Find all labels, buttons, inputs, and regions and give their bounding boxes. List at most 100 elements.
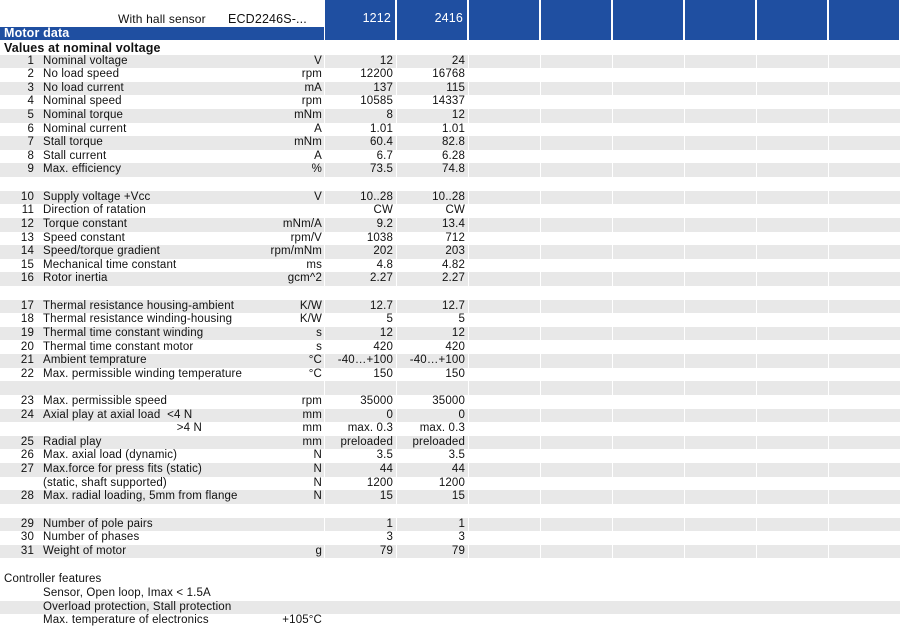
row-value-1212[interactable]: 60.4 <box>370 136 393 149</box>
column-header-empty[interactable] <box>468 0 540 40</box>
row-value-1212[interactable]: 1038 <box>366 231 393 244</box>
row-value-2416[interactable]: CW <box>445 204 465 217</box>
row-value-1212[interactable]: 12 <box>379 54 393 67</box>
row-value-1212[interactable] <box>326 504 393 518</box>
row-unit: rpm <box>301 395 322 407</box>
row-number: 1 <box>27 54 34 67</box>
row-value-2416[interactable]: 712 <box>445 231 465 244</box>
row-value-2416[interactable]: 5 <box>458 313 465 326</box>
row-value-2416[interactable]: preloaded <box>412 435 465 448</box>
row-value-1212[interactable]: 1.01 <box>370 122 393 135</box>
row-value-2416[interactable]: 44 <box>451 463 465 476</box>
row-value-2416[interactable] <box>397 286 465 300</box>
row-value-1212[interactable]: preloaded <box>340 435 393 448</box>
row-value-2416[interactable]: 1200 <box>438 476 465 489</box>
row-value-1212[interactable]: 9.2 <box>376 217 393 230</box>
row-value-1212[interactable]: 1200 <box>366 476 393 489</box>
row-value-1212[interactable]: 12.7 <box>370 299 393 312</box>
row-value-2416[interactable] <box>397 558 465 572</box>
row-value-2416[interactable]: 12 <box>451 108 465 121</box>
column-header-empty[interactable] <box>756 0 828 40</box>
table-row: (static, shaft supported) N 1200 1200 <box>0 477 900 491</box>
row-description: Thermal time constant motor <box>43 340 194 353</box>
row-value-2416[interactable]: 150 <box>445 367 465 380</box>
column-header-empty[interactable] <box>684 0 756 40</box>
row-value-1212[interactable]: 137 <box>373 81 393 94</box>
row-value-1212[interactable]: 73.5 <box>370 163 393 176</box>
row-value-1212[interactable]: 15 <box>379 490 393 503</box>
row-value-2416[interactable]: -40…+100 <box>409 354 465 367</box>
row-unit: K/W <box>299 299 322 312</box>
row-value-2416[interactable]: 35000 <box>432 395 465 407</box>
row-description: Max. permissible winding temperature <box>43 367 243 380</box>
row-unit: °C <box>308 367 322 380</box>
row-value-2416[interactable]: 4.82 <box>442 258 465 271</box>
row-value-1212[interactable]: 44 <box>379 463 393 476</box>
row-value-2416[interactable]: 0 <box>458 408 465 421</box>
row-value-1212[interactable] <box>326 558 393 572</box>
row-value-1212[interactable]: 10..28 <box>360 190 393 203</box>
row-value-1212[interactable]: 79 <box>379 544 393 557</box>
row-description: (static, shaft supported) <box>43 476 167 489</box>
row-value-1212[interactable]: 10585 <box>360 95 393 108</box>
row-value-2416[interactable]: 420 <box>445 340 465 353</box>
row-value-1212[interactable]: 0 <box>386 408 393 421</box>
row-value-2416[interactable]: 74.8 <box>442 163 465 176</box>
row-value-2416[interactable]: 14337 <box>432 95 465 108</box>
column-header-1212[interactable]: 1212 <box>324 0 396 40</box>
row-value-2416[interactable]: 1.01 <box>442 122 465 135</box>
row-value-2416[interactable]: 15 <box>451 490 465 503</box>
row-value-1212[interactable]: 4.8 <box>376 258 393 271</box>
row-value-2416[interactable]: 115 <box>446 81 465 94</box>
column-header-2416[interactable]: 2416 <box>396 0 468 40</box>
row-value-1212[interactable]: -40…+100 <box>337 354 393 367</box>
row-value-2416[interactable]: 1 <box>458 517 465 530</box>
row-value-1212[interactable]: 202 <box>373 245 393 258</box>
row-value-1212[interactable] <box>326 177 393 191</box>
row-value-1212[interactable]: 8 <box>386 108 393 121</box>
row-value-2416[interactable] <box>397 504 465 518</box>
row-value-1212[interactable]: 12200 <box>360 68 393 81</box>
row-value-1212[interactable]: 420 <box>373 340 393 353</box>
row-value-1212[interactable] <box>326 286 393 300</box>
row-value-2416[interactable]: 79 <box>451 544 465 557</box>
row-value-2416[interactable]: 12 <box>451 326 465 339</box>
row-value-1212[interactable]: 35000 <box>360 395 393 407</box>
row-value-2416[interactable]: 3.5 <box>448 449 465 462</box>
row-value-1212[interactable]: CW <box>373 204 393 217</box>
row-value-2416[interactable]: 16768 <box>432 68 465 81</box>
row-value-1212[interactable]: 2.27 <box>370 272 393 285</box>
row-value-2416[interactable]: 2.27 <box>442 272 465 285</box>
row-value-2416[interactable]: 82.8 <box>442 136 465 149</box>
row-value-1212[interactable]: 3 <box>386 531 393 544</box>
controller-feature-text: Overload protection, Stall protection <box>43 600 232 613</box>
row-value-2416[interactable]: 10..28 <box>432 190 465 203</box>
row-value-1212[interactable]: 1 <box>386 517 393 530</box>
row-value-2416[interactable]: max. 0.3 <box>419 422 465 435</box>
row-unit: mA <box>304 81 322 94</box>
row-value-1212[interactable] <box>326 381 393 395</box>
row-value-2416[interactable] <box>397 381 465 395</box>
row-value-2416[interactable]: 3 <box>458 531 465 544</box>
row-value-2416[interactable]: 12.7 <box>442 299 465 312</box>
row-value-2416[interactable] <box>397 177 465 191</box>
row-number: 25 <box>20 435 34 448</box>
row-value-2416[interactable]: 24 <box>451 54 465 67</box>
column-header-empty[interactable] <box>540 0 612 40</box>
row-number <box>0 422 34 436</box>
row-value-1212[interactable]: 5 <box>386 313 393 326</box>
row-value-2416[interactable]: 13.4 <box>442 217 465 230</box>
row-value-1212[interactable]: 150 <box>373 367 393 380</box>
row-value-1212[interactable]: 6.7 <box>376 149 393 162</box>
row-value-1212[interactable]: max. 0.3 <box>347 422 393 435</box>
row-value-2416[interactable]: 6.28 <box>442 149 465 162</box>
row-value-2416[interactable]: 203 <box>445 245 465 258</box>
row-description: Nominal speed <box>43 95 122 108</box>
row-value-1212[interactable]: 12 <box>379 326 393 339</box>
column-header-empty[interactable] <box>828 0 900 40</box>
column-header-empty[interactable] <box>612 0 684 40</box>
row-description: Rotor inertia <box>43 272 108 285</box>
row-value-1212[interactable]: 3.5 <box>376 449 393 462</box>
table-row: 20 Thermal time constant motor s 420 420 <box>0 341 900 355</box>
row-number: 27 <box>20 463 34 476</box>
